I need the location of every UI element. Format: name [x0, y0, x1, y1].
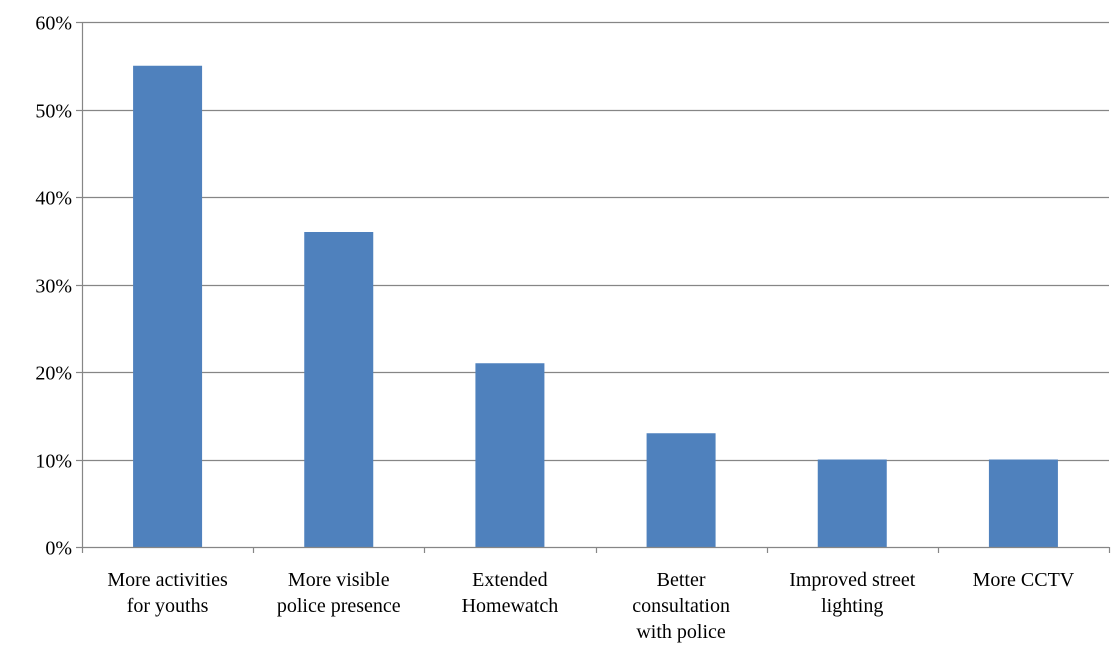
y-tick-label: 40% — [35, 188, 72, 210]
y-tick-label: 30% — [35, 276, 72, 298]
x-category-label: More activities for youths — [107, 569, 228, 617]
x-category-label: More visible police presence — [277, 569, 401, 617]
x-category-labels: More activities for youths More visible pol… — [107, 569, 1074, 643]
bar — [475, 363, 545, 547]
y-tick-label: 10% — [35, 451, 72, 473]
bar — [988, 459, 1058, 547]
y-tick-label: 0% — [45, 538, 72, 560]
bar — [646, 433, 716, 547]
x-category-label: More CCTV — [973, 569, 1075, 591]
x-category-label: Extended Homewatch — [462, 569, 559, 617]
gridlines — [82, 21, 1109, 462]
bars — [133, 65, 1058, 547]
axes — [76, 21, 1111, 553]
x-category-label: Improved street lighting — [789, 569, 916, 617]
bar — [304, 232, 374, 547]
y-tick-label: 60% — [35, 13, 72, 35]
y-tick-label: 50% — [35, 101, 72, 123]
y-tick-label: 20% — [35, 363, 72, 385]
bar — [133, 65, 203, 547]
x-category-label: Better consultation with police — [632, 569, 730, 643]
y-tick-labels: 0% 10% 20% 30% 40% 50% 60% — [35, 13, 72, 560]
bar — [817, 459, 887, 547]
